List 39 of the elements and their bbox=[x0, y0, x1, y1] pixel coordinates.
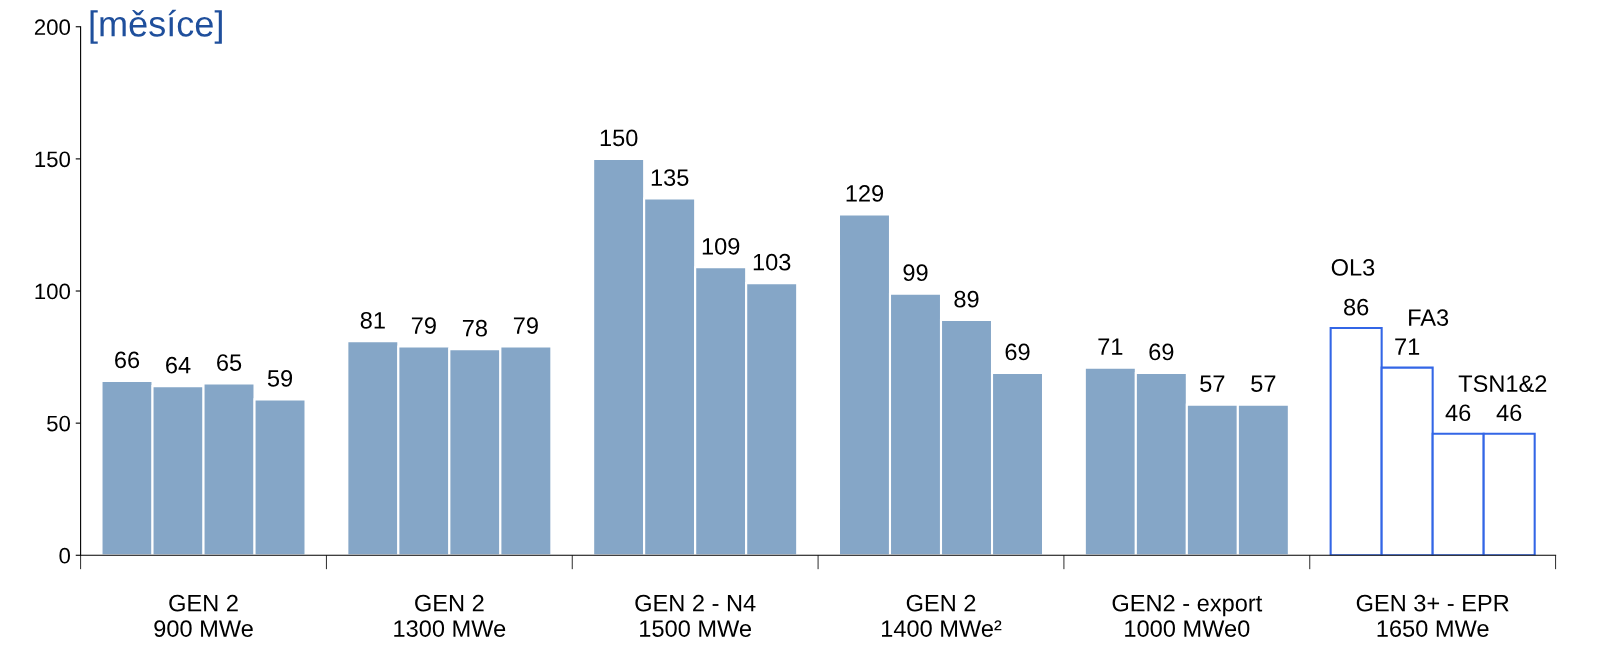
data-label: 79 bbox=[513, 317, 538, 334]
data-label: 59 bbox=[267, 370, 293, 387]
data-label: 103 bbox=[753, 253, 791, 271]
y-tick-label: 50 bbox=[47, 415, 71, 432]
data-label: 78 bbox=[462, 319, 487, 337]
x-tick-label: GEN 2 1300 MWe bbox=[394, 594, 506, 637]
annotation: FA3 bbox=[1409, 309, 1449, 326]
y-axis-title: [měsíce] bbox=[90, 9, 222, 44]
data-label: 46 bbox=[1445, 404, 1471, 422]
data-label: 69 bbox=[1149, 343, 1174, 361]
data-label: 57 bbox=[1251, 375, 1276, 393]
data-label: 99 bbox=[903, 264, 928, 282]
x-tick-label: GEN 2 - N4 1500 MWe bbox=[635, 594, 756, 637]
data-label: 150 bbox=[600, 129, 638, 147]
data-label: 69 bbox=[1005, 343, 1030, 361]
annotation: OL3 bbox=[1331, 259, 1375, 276]
data-label: 129 bbox=[846, 185, 884, 202]
data-label: 79 bbox=[411, 317, 436, 334]
data-label: 81 bbox=[360, 311, 385, 329]
annotation: TSN1&2 bbox=[1458, 375, 1547, 393]
data-label: 57 bbox=[1200, 375, 1225, 393]
x-tick-label: GEN 2 1400 MWe² bbox=[882, 594, 1002, 637]
data-label: 46 bbox=[1496, 404, 1522, 422]
y-tick-label: 0 bbox=[59, 547, 71, 564]
data-label: 66 bbox=[115, 351, 140, 369]
x-tick-label: GEN 2 900 MWe bbox=[154, 594, 253, 637]
data-label: 89 bbox=[954, 290, 979, 308]
y-tick-label: 200 bbox=[34, 19, 71, 36]
data-label: 64 bbox=[166, 356, 191, 374]
data-label: 135 bbox=[651, 169, 689, 186]
data-label: 109 bbox=[702, 237, 740, 255]
data-label: 65 bbox=[217, 354, 242, 371]
data-label: 71 bbox=[1395, 338, 1420, 355]
y-tick-label: 150 bbox=[35, 151, 71, 168]
data-label: 71 bbox=[1098, 338, 1123, 355]
y-tick-label: 100 bbox=[35, 283, 71, 300]
x-tick-label: GEN 3+ - EPR 1650 MWe bbox=[1356, 594, 1509, 637]
x-tick-label: GEN2 - export 1000 MWe0 bbox=[1112, 594, 1263, 637]
data-label: 86 bbox=[1344, 298, 1369, 316]
